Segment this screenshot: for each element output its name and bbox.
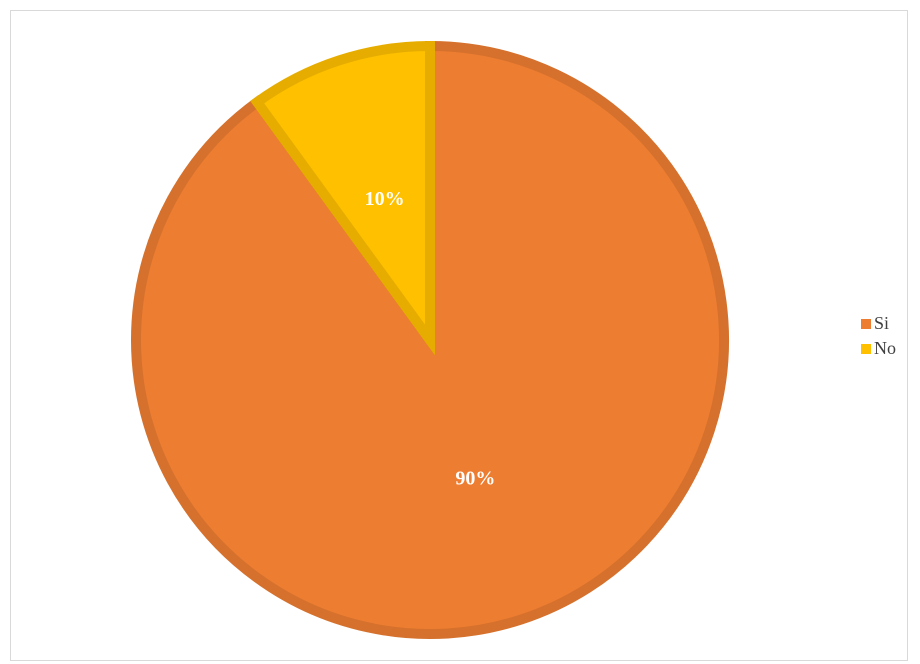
legend-label-si: Si <box>874 313 890 333</box>
legend-item-si: Si <box>861 311 896 336</box>
data-label-si: 90% <box>455 467 495 489</box>
data-label-no: 10% <box>365 188 405 210</box>
legend-label-no: No <box>874 338 896 358</box>
pie-slice-no <box>250 40 435 356</box>
legend: Si No <box>861 311 896 361</box>
legend-item-no: No <box>861 336 896 361</box>
pie-slices <box>131 40 729 639</box>
legend-swatch-no <box>861 343 871 354</box>
legend-swatch-si <box>861 318 871 329</box>
pie-data-labels: 90% 10% <box>365 188 496 490</box>
